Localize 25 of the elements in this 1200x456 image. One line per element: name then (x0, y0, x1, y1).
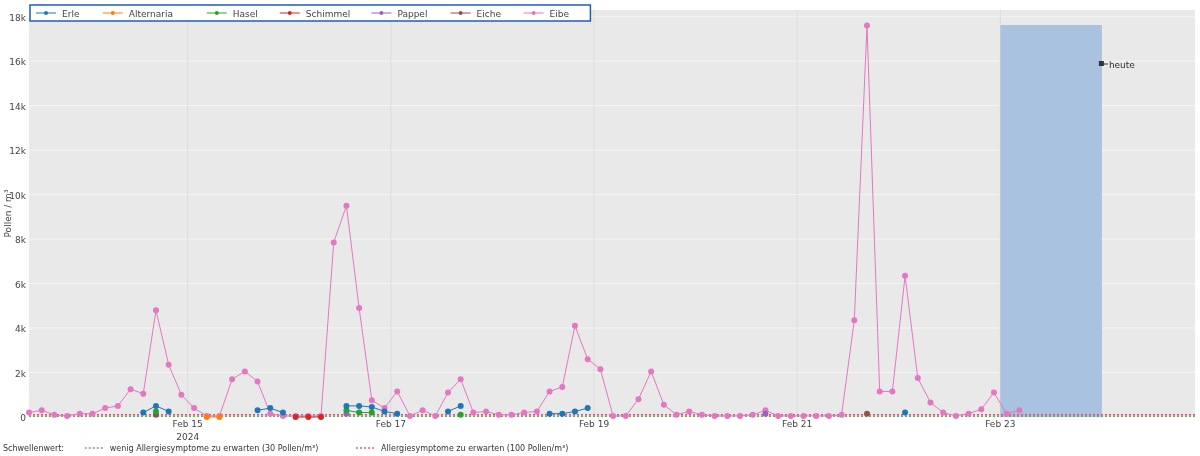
legend-label: Hasel (232, 9, 258, 19)
y-tick-label: 6k (15, 279, 27, 290)
text: Schwellenwert: (3, 444, 65, 453)
y-tick-label: 4k (15, 324, 27, 335)
band-label: heute (1108, 60, 1136, 70)
legend-label: Alternaria (128, 9, 173, 19)
y-tick-label: 16k (9, 57, 27, 68)
text: wenig Allergiesymptome zu erwarten (30 Pollen/m³) (109, 444, 319, 453)
x-tick-label: Feb 15 2024 (172, 419, 203, 442)
x-tick-label: Feb 19 (578, 419, 610, 429)
legend-label: Eiche (476, 9, 502, 19)
y-tick-label: 0 (20, 413, 27, 423)
x-tick-label: Feb 17 (375, 419, 406, 429)
text: Allergiesymptome zu erwarten (100 Pollen/m³) (381, 444, 569, 453)
legend-label: Eibe (549, 9, 570, 19)
y-tick-label: 2k (15, 368, 27, 379)
legend-label: Erle (62, 9, 80, 19)
legend-label: Schimmel (305, 9, 351, 19)
x-tick-label: Feb 21 (782, 419, 813, 429)
y-tick-label: 14k (9, 101, 27, 112)
x-tick-label: Feb 23 (985, 419, 1016, 429)
y-tick-label: 18k (9, 12, 27, 23)
y-tick-label: 8k (15, 235, 27, 246)
y-tick-label: 12k (9, 146, 27, 157)
legend-label: Pappel (397, 9, 428, 19)
